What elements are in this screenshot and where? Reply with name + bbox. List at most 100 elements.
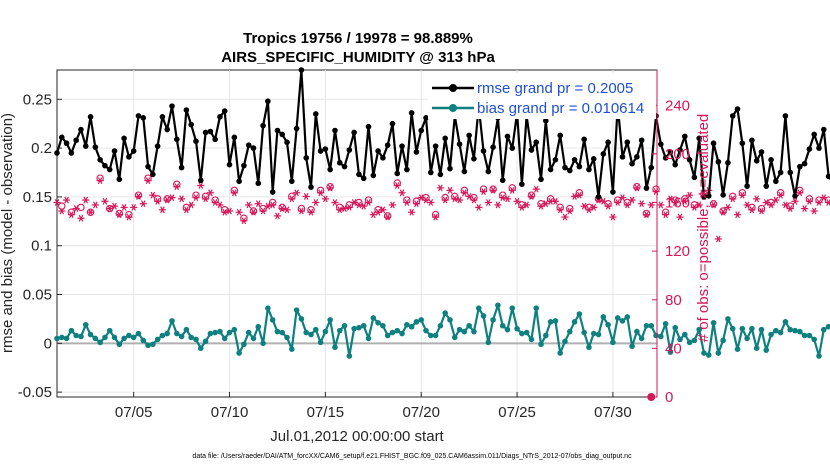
bias-point — [792, 327, 798, 334]
bias-point — [164, 330, 171, 337]
bias-point — [408, 323, 415, 330]
obs-evaluated-point — [312, 199, 320, 206]
obs-evaluated-point — [671, 199, 679, 206]
obs-possible-point — [709, 199, 718, 208]
bias-point — [820, 326, 827, 333]
rmse-point — [825, 173, 830, 180]
rmse-point — [394, 170, 401, 177]
obs-evaluated-point — [201, 195, 210, 203]
rmse-point — [389, 120, 396, 127]
rmse-point — [437, 171, 444, 178]
rmse-point — [341, 163, 348, 170]
rmse-point — [221, 108, 228, 114]
legend-rmse-label: rmse grand pr = 0.2005 — [477, 80, 633, 97]
obs-evaluated-point — [110, 202, 119, 210]
bias-point — [78, 333, 84, 340]
bias-point — [634, 328, 640, 335]
obs-evaluated-point — [302, 193, 310, 200]
rmse-point — [289, 178, 295, 185]
rmse-point — [566, 167, 573, 174]
rmse-point — [68, 150, 75, 156]
rmse-point — [336, 159, 343, 166]
rmse-point — [78, 126, 84, 133]
rmse-point — [705, 193, 712, 199]
y-right-tick-label: 0 — [665, 389, 673, 406]
bias-point — [126, 332, 132, 339]
obs-evaluated-point — [460, 189, 468, 197]
bias-point — [595, 331, 602, 338]
obs-evaluated-point — [484, 199, 492, 206]
obs-evaluated-point — [455, 196, 464, 204]
bias-point — [178, 333, 185, 340]
rmse-point — [811, 131, 817, 138]
rmse-point — [308, 184, 314, 190]
bias-point — [600, 314, 607, 320]
obs-evaluated-point — [130, 203, 138, 211]
obs-evaluated-point — [662, 211, 670, 219]
bias-point — [236, 350, 242, 356]
obs-evaluated-point — [513, 197, 521, 205]
bias-point — [284, 334, 290, 341]
rmse-series — [54, 67, 830, 200]
obs-possible-point — [58, 202, 66, 210]
obs-evaluated-point — [470, 196, 478, 204]
bias-point — [801, 332, 808, 339]
obs-evaluated-point — [523, 201, 531, 209]
bias-point — [442, 310, 448, 316]
y-left-tick-label: 0.25 — [23, 91, 52, 108]
rmse-point — [183, 107, 190, 113]
rmse-point — [643, 185, 650, 191]
rmse-point — [418, 127, 425, 134]
rmse-point — [605, 139, 611, 146]
bias-point — [451, 334, 458, 341]
rmse-point — [504, 133, 511, 140]
rmse-point — [178, 164, 185, 171]
bias-point — [648, 322, 655, 329]
obs-evaluated-point — [168, 194, 176, 202]
bias-point — [365, 335, 372, 342]
bias-point — [667, 349, 674, 355]
rmse-point — [485, 168, 492, 175]
rmse-point — [681, 133, 688, 140]
obs-evaluated-point — [446, 186, 454, 194]
rmse-point — [610, 189, 616, 195]
bias-point — [121, 335, 127, 342]
legend-rmse-marker — [449, 84, 457, 92]
bias-point — [293, 307, 300, 313]
obs-possible-point — [326, 182, 334, 191]
bias-point — [610, 339, 616, 346]
rmse-point — [552, 157, 559, 163]
rmse-point — [197, 177, 204, 184]
rmse-point — [629, 160, 635, 167]
bias-point — [250, 335, 257, 342]
bias-point — [758, 326, 765, 333]
legend-box — [428, 73, 656, 119]
bias-point — [217, 328, 223, 335]
bias-point — [188, 334, 194, 341]
obs-evaluated-point — [441, 196, 449, 204]
obs-possible-point — [163, 195, 171, 203]
rmse-point — [662, 155, 669, 161]
obs-evaluated-point — [321, 195, 329, 203]
plot-area — [56, 69, 658, 398]
rmse-point — [360, 175, 367, 182]
bias-point — [528, 336, 535, 343]
x-tick-label: 07/15 — [307, 404, 345, 421]
bias-point — [543, 332, 549, 339]
rmse-point — [480, 148, 487, 154]
bias-point — [298, 316, 305, 322]
rmse-point — [58, 134, 65, 141]
rmse-point — [686, 157, 693, 163]
rmse-point — [356, 171, 362, 178]
bias-point — [533, 305, 540, 311]
obs-evaluated-point — [398, 189, 406, 197]
obs-evaluated-point — [206, 189, 214, 197]
rmse-point — [509, 145, 516, 151]
obs-evaluated-point — [283, 206, 291, 214]
legend-bias-label: bias grand pr = 0.010614 — [477, 100, 644, 117]
y-left-tick-label: 0.15 — [23, 189, 52, 206]
rmse-point — [576, 163, 583, 170]
bias-point — [461, 328, 468, 335]
rmse-point — [432, 143, 439, 149]
